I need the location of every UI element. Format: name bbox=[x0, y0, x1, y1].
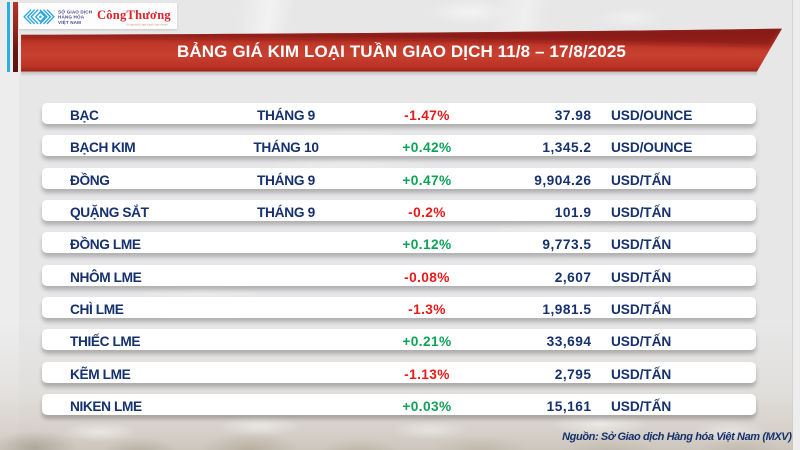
svg-text:™: ™ bbox=[54, 9, 56, 13]
